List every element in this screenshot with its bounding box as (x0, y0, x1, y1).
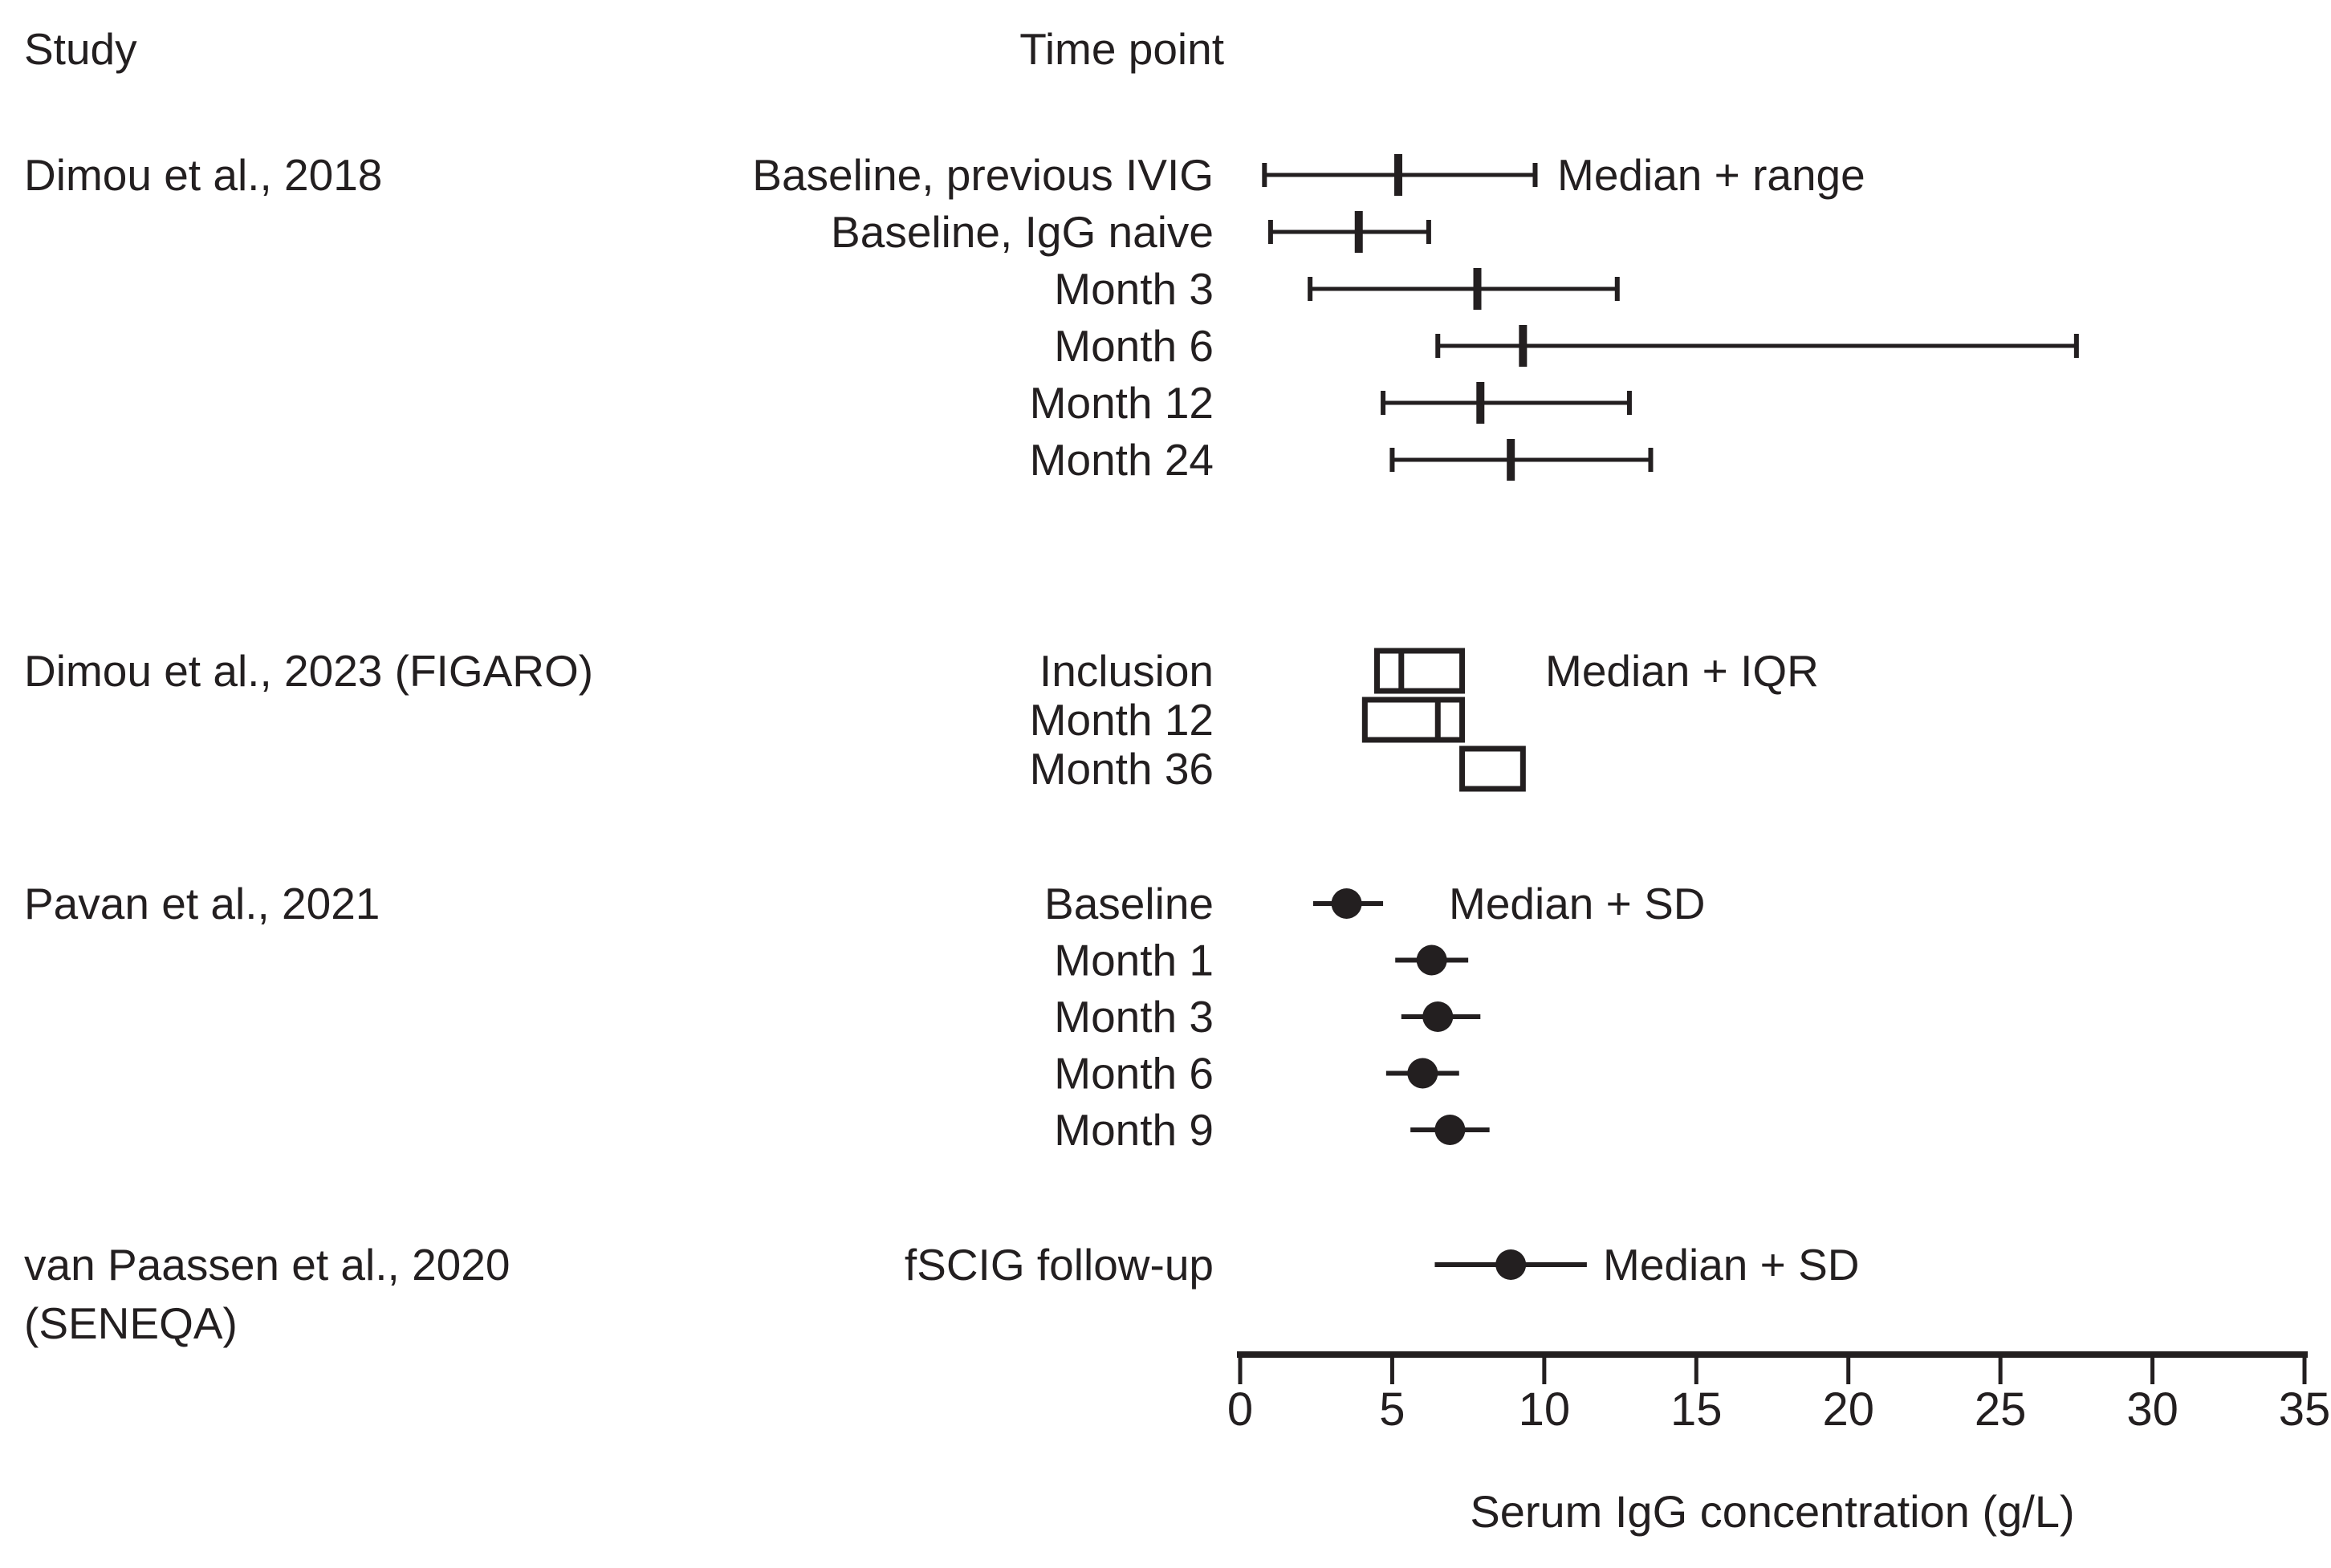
timepoint-column-header: Time point (1019, 24, 1224, 74)
timepoint-row-label: Month 12 (1030, 378, 1214, 428)
x-axis-tick-label: 20 (1822, 1383, 1874, 1436)
median-dot (1495, 1249, 1527, 1280)
timepoint-row-label: Baseline, IgG naive (831, 207, 1214, 257)
legend-median-range: Median + range (1557, 150, 1865, 200)
legend-median-sd-van-paassen: Median + SD (1603, 1240, 1860, 1290)
study-label-dimou-2023-figaro: Dimou et al., 2023 (FIGARO) (24, 646, 594, 696)
timepoint-row-label: fSCIG follow-up (905, 1240, 1214, 1290)
median-dot (1422, 1001, 1454, 1032)
timepoint-row-label: Month 6 (1054, 321, 1214, 371)
study-label-dimou-2018: Dimou et al., 2018 (24, 150, 383, 200)
iqr-box (1459, 745, 1526, 792)
study-label-van-paassen-line2: (SENEQA) (24, 1298, 238, 1348)
x-axis-tick-label: 25 (1975, 1383, 2027, 1436)
timepoint-row-label: Month 3 (1054, 992, 1214, 1042)
median-dot (1416, 944, 1447, 976)
x-axis-tick-label: 0 (1227, 1383, 1253, 1436)
timepoint-row-label: Month 1 (1054, 936, 1214, 985)
timepoint-row-label: Month 3 (1054, 264, 1214, 314)
median-dot (1407, 1058, 1438, 1089)
study-label-pavan-2021: Pavan et al., 2021 (24, 879, 380, 928)
x-axis-tick-label: 15 (1670, 1383, 1723, 1436)
x-axis-title: Serum IgG concentration (g/L) (1470, 1486, 2075, 1537)
timepoint-row-label: Inclusion (1039, 646, 1214, 696)
legend-median-sd-pavan: Median + SD (1449, 879, 1706, 928)
x-axis-tick-label: 30 (2126, 1383, 2178, 1436)
x-axis-tick-label: 10 (1519, 1383, 1571, 1436)
median-dot (1434, 1115, 1466, 1145)
timepoint-row-label: Baseline, previous IVIG (752, 150, 1214, 200)
timepoint-row-label: Month 9 (1054, 1105, 1214, 1155)
median-dot (1331, 888, 1362, 919)
study-column-header: Study (24, 24, 137, 74)
timepoint-row-label: Month 24 (1030, 435, 1214, 485)
timepoint-row-label: Month 6 (1054, 1049, 1214, 1099)
timepoint-row-label: Month 12 (1030, 695, 1214, 745)
timepoint-row-label: Baseline (1044, 879, 1214, 928)
study-label-van-paassen-line1: van Paassen et al., 2020 (24, 1240, 511, 1290)
legend-median-iqr: Median + IQR (1545, 646, 1819, 696)
x-axis-tick-label: 5 (1379, 1383, 1405, 1436)
iqr-box (1361, 697, 1466, 743)
x-axis-tick-label: 35 (2279, 1383, 2331, 1436)
timepoint-row-label: Month 36 (1030, 744, 1214, 794)
iqr-box (1373, 648, 1466, 694)
